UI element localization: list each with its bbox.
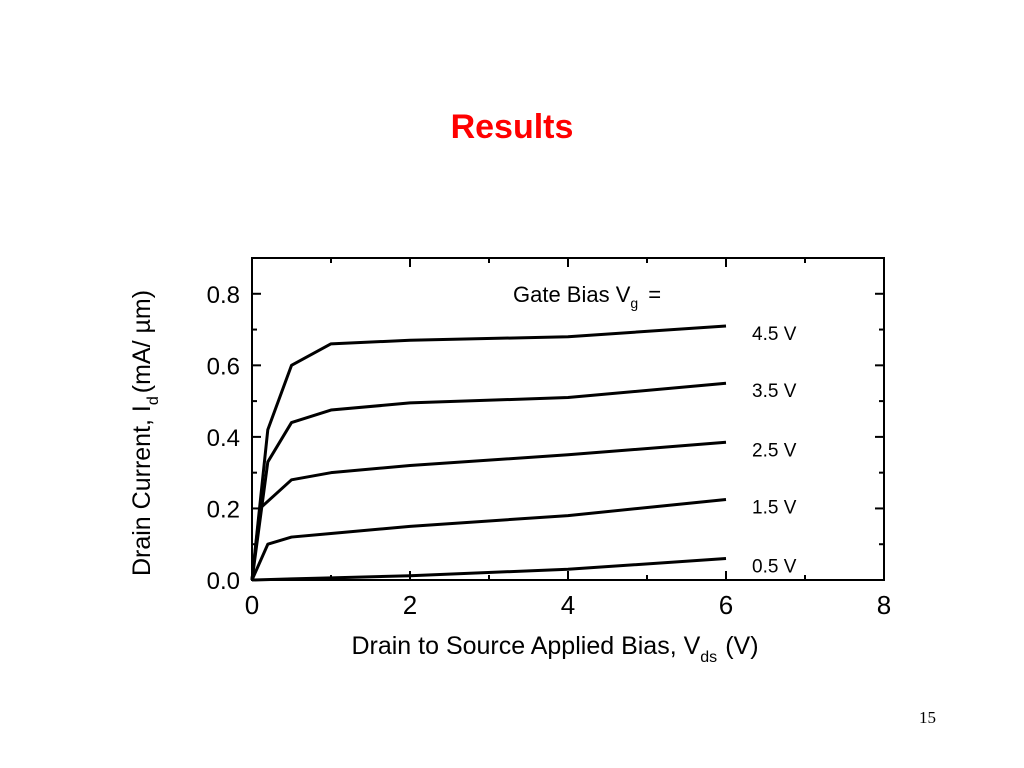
y-tick-label: 0.2 [207, 496, 240, 523]
series-line-0 [250, 324, 727, 581]
series-lines [250, 324, 727, 582]
y-axis-ticks: 0.0 0.2 0.4 0.6 0.8 [207, 282, 884, 595]
x-axis-label: Drain to Source Applied Bias, Vds (V) [351, 632, 758, 666]
series-label-2: 2.5 V [752, 440, 797, 461]
series-label-4: 0.5 V [752, 557, 797, 578]
y-tick-label: 0.6 [207, 353, 240, 380]
y-tick-label: 0.0 [207, 568, 240, 595]
y-tick-label: 0.4 [207, 425, 240, 452]
x-tick-label: 4 [561, 590, 575, 620]
y-axis-label: Drain Current, Id(mA/ µm) [128, 290, 162, 576]
series-line-2 [250, 440, 727, 581]
x-tick-label: 2 [403, 590, 417, 620]
x-tick-label: 6 [719, 590, 733, 620]
series-label-3: 1.5 V [752, 498, 797, 519]
x-tick-label: 8 [877, 590, 891, 620]
x-tick-label: 0 [245, 590, 259, 620]
y-tick-label: 0.8 [207, 282, 240, 309]
page-number: 15 [919, 708, 936, 727]
series-line-4 [251, 557, 727, 582]
series-label-1: 3.5 V [752, 381, 797, 402]
series-label-0: 4.5 V [752, 324, 797, 345]
legend-title: Gate Bias Vg = [513, 282, 661, 311]
series-labels: 4.5 V 3.5 V 2.5 V 1.5 V 0.5 V [752, 324, 797, 578]
series-line-3 [250, 498, 727, 581]
series-line-1 [250, 381, 727, 581]
slide-title: Results [450, 108, 574, 146]
